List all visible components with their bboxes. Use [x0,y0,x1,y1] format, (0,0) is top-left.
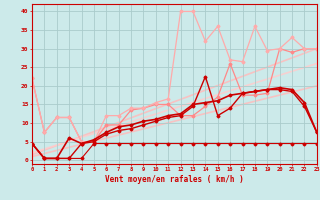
X-axis label: Vent moyen/en rafales ( km/h ): Vent moyen/en rafales ( km/h ) [105,175,244,184]
